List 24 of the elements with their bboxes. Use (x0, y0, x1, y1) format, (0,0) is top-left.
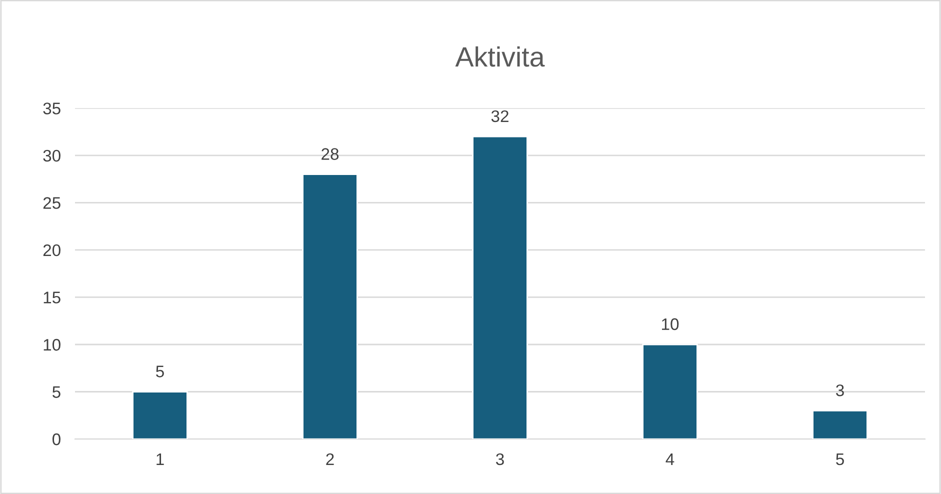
x-tick-label: 3 (496, 453, 504, 466)
y-tick-label: 15 (44, 292, 60, 304)
bar (472, 136, 528, 440)
y-tick-label: 0 (52, 433, 60, 446)
y-tick-label: 35 (43, 102, 60, 114)
data-label: 3 (836, 384, 844, 396)
x-tick-label: 2 (326, 453, 334, 465)
y-tick-label: 20 (43, 244, 60, 256)
x-tick-label: 5 (836, 454, 844, 466)
data-label: 32 (491, 110, 508, 122)
y-tick-label: 10 (44, 338, 60, 351)
y-tick-label: 30 (43, 150, 60, 162)
chart-title: Aktivita (455, 46, 545, 67)
bar (642, 344, 698, 440)
bar (812, 410, 868, 440)
y-tick-label: 25 (43, 197, 60, 209)
bar (132, 391, 188, 440)
data-label: 10 (662, 318, 679, 330)
x-tick-label: 1 (156, 454, 164, 465)
data-label: 28 (322, 148, 339, 160)
x-tick-label: 4 (666, 454, 674, 465)
y-tick-label: 5 (52, 386, 60, 398)
data-label: 5 (156, 366, 164, 378)
bar (302, 174, 358, 440)
